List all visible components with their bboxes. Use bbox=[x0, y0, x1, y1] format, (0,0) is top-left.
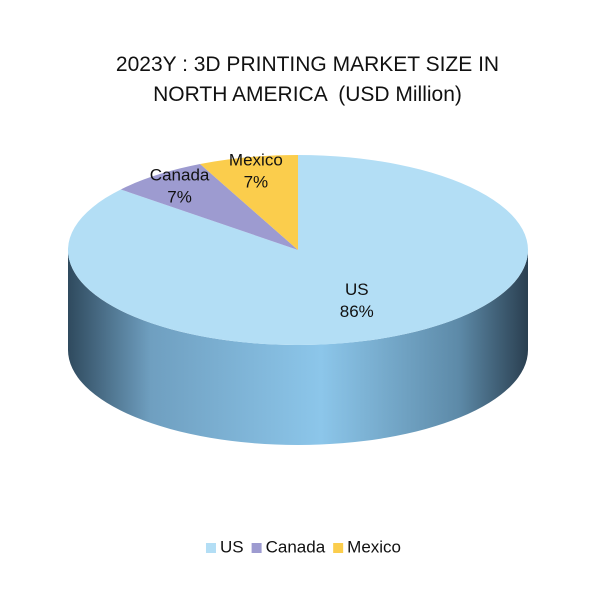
slice-value: 86% bbox=[340, 302, 374, 321]
legend-swatch bbox=[251, 543, 262, 553]
legend-label: Mexico bbox=[347, 537, 401, 556]
pie-slice bbox=[200, 155, 298, 250]
title-box: 2023Y : 3D PRINTING MARKET SIZE IN NORTH… bbox=[0, 50, 615, 110]
legend-label: Canada bbox=[266, 537, 326, 556]
pie-side bbox=[68, 250, 528, 445]
legend-swatch bbox=[205, 543, 216, 553]
legend-label: US bbox=[220, 537, 244, 556]
pie-slice bbox=[120, 164, 298, 250]
slice-label: US bbox=[345, 280, 369, 299]
slice-label: Canada bbox=[150, 165, 210, 184]
chart-title: 2023Y : 3D PRINTING MARKET SIZE IN NORTH… bbox=[115, 53, 505, 106]
slice-value: 7% bbox=[167, 187, 192, 206]
slice-label: Mexico bbox=[229, 151, 283, 170]
slice-value: 7% bbox=[244, 173, 269, 192]
legend-swatch bbox=[333, 543, 344, 553]
